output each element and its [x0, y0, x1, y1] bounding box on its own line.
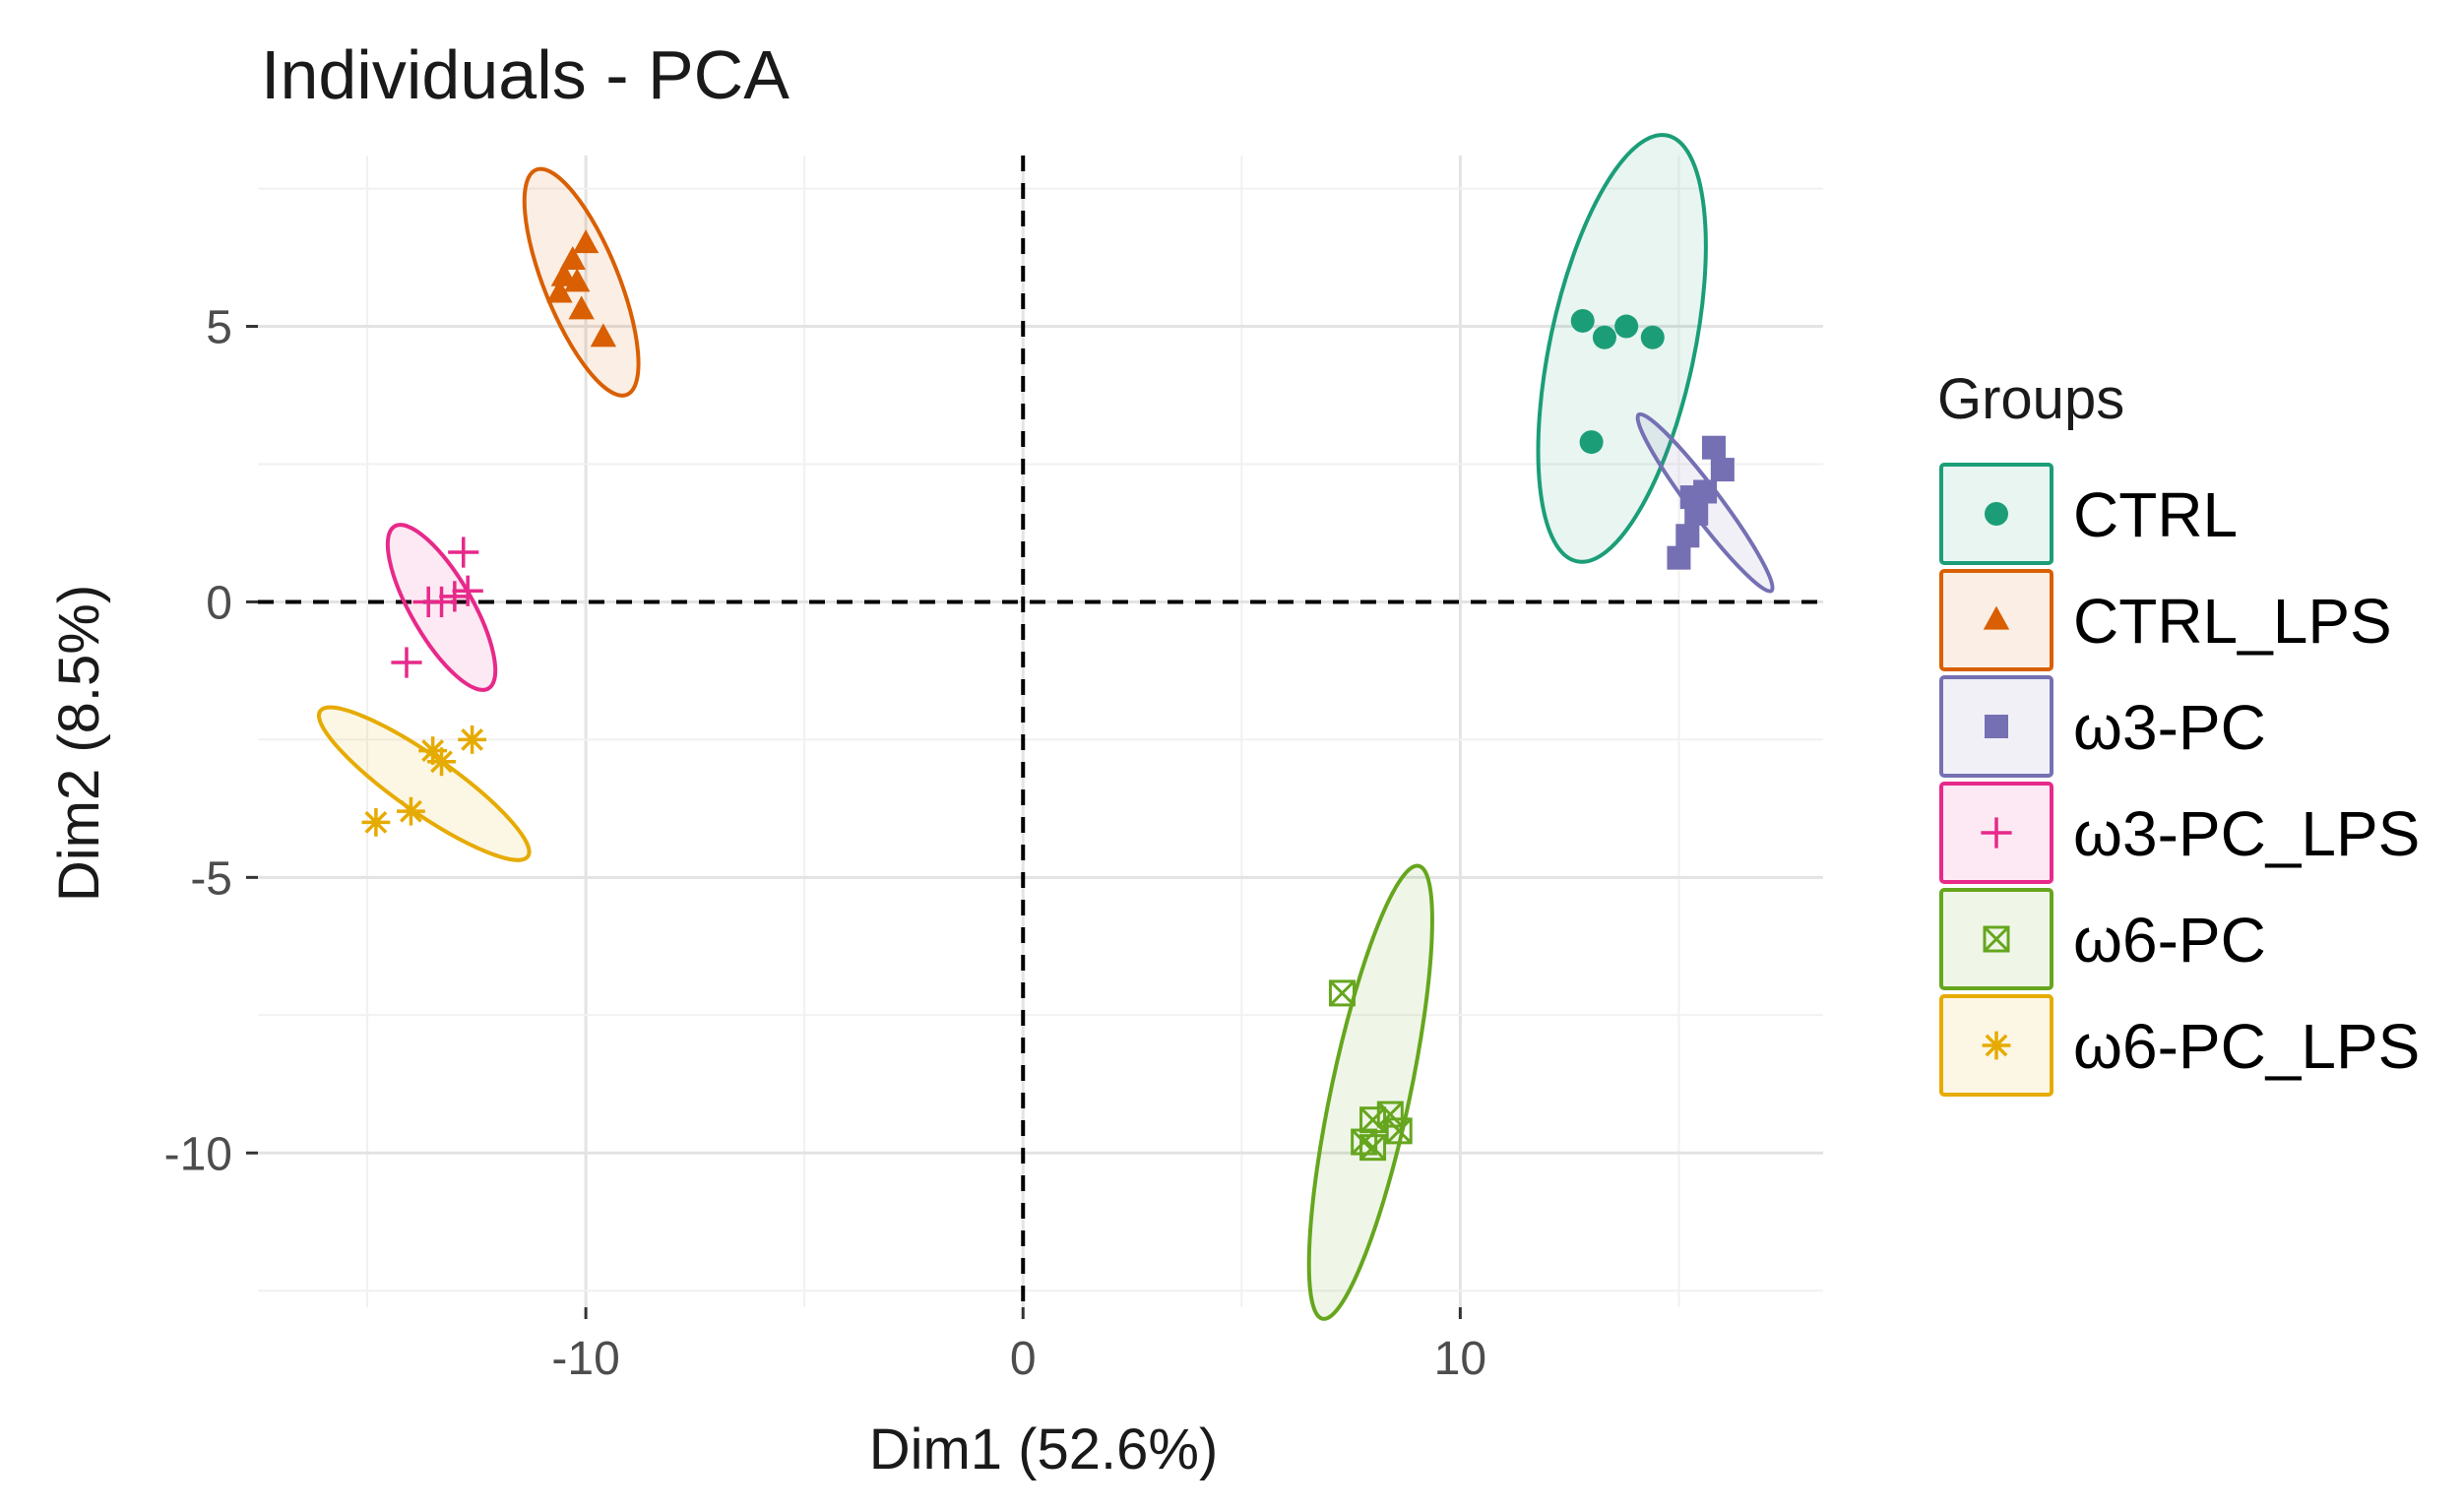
point-ctrl [1579, 430, 1604, 455]
point-w6-pc [1359, 1134, 1387, 1162]
point-w6-pc-lps [458, 724, 487, 754]
point-w3-pc-lps [452, 575, 483, 606]
x-tick-label: 0 [1010, 1333, 1037, 1385]
point-w3-pc [1667, 545, 1691, 570]
point-w3-pc-lps [391, 647, 422, 678]
legend-label-w6-pc: ω6-PC [2073, 905, 2266, 976]
point-ctrl-lps [590, 323, 617, 347]
point-ctrl [1640, 325, 1665, 349]
legend-marker-ctrl [1985, 502, 2008, 526]
legend-marker-w3-pc-lps [1981, 817, 2012, 849]
legend-marker-ctrl-lps [1983, 605, 2010, 630]
point-ctrl-lps [546, 279, 573, 303]
chart-title: Individuals - PCA [261, 36, 789, 113]
point-w6-pc [1376, 1101, 1404, 1128]
point-w3-pc-lps [412, 586, 444, 618]
legend-marker-w6-pc [1983, 925, 2010, 953]
legend-label-w3-pc-lps: ω3-PC_LPS [2073, 798, 2420, 869]
ellipse-w6-pc [1306, 863, 1434, 1321]
point-w6-pc-lps [361, 807, 391, 837]
y-tick-label: -5 [190, 852, 232, 905]
point-ctrl-lps [572, 229, 600, 254]
point-w6-pc [1385, 1117, 1413, 1145]
legend-label-ctrl-lps: CTRL_LPS [2073, 586, 2392, 657]
point-w3-pc-lps [439, 581, 471, 612]
legend-label-w6-pc-lps: ω6-PC_LPS [2073, 1011, 2420, 1082]
legend-title: Groups [1937, 367, 2124, 431]
ellipse-ctrl [1536, 133, 1708, 564]
legend-marker-w6-pc-lps [1982, 1031, 2011, 1060]
y-axis-title: Dim2 (8.5%) [47, 585, 111, 902]
point-w6-pc [1351, 1128, 1378, 1156]
point-ctrl-lps [559, 245, 586, 270]
point-w6-pc-lps [397, 796, 425, 826]
y-tick-label: 5 [206, 302, 232, 354]
point-w3-pc [1701, 435, 1726, 460]
point-w3-pc [1684, 501, 1709, 526]
point-ctrl [1614, 314, 1639, 339]
point-w6-pc [1328, 979, 1356, 1007]
x-tick-label: -10 [551, 1333, 619, 1385]
point-w3-pc [1675, 524, 1700, 548]
point-ctrl-lps [564, 268, 591, 292]
y-tick-label: 0 [206, 577, 232, 629]
legend-label-ctrl: CTRL [2073, 479, 2238, 550]
point-ctrl [1570, 308, 1595, 333]
legend-label-w3-pc: ω3-PC [2073, 692, 2266, 763]
point-w6-pc-lps [427, 747, 456, 777]
y-tick-label: -10 [164, 1128, 232, 1180]
x-axis-title: Dim1 (52.6%) [869, 1418, 1219, 1481]
x-tick-label: 10 [1434, 1333, 1486, 1385]
data-points [361, 229, 1735, 1162]
point-w3-pc-lps [448, 536, 479, 568]
grid [258, 156, 1823, 1307]
point-ctrl [1592, 325, 1616, 349]
legend: Groups CTRL CTRL_LPS ω3-PC ω3-PC_LPS ω6-PC ω6… [1937, 367, 2420, 1097]
point-w3-pc [1710, 458, 1735, 482]
reference-lines [258, 156, 1823, 1307]
point-ctrl-lps [568, 295, 595, 320]
axes: -10 0 10 5 0 -5 -10 [164, 302, 1486, 1385]
legend-marker-w3-pc [1985, 715, 2008, 738]
